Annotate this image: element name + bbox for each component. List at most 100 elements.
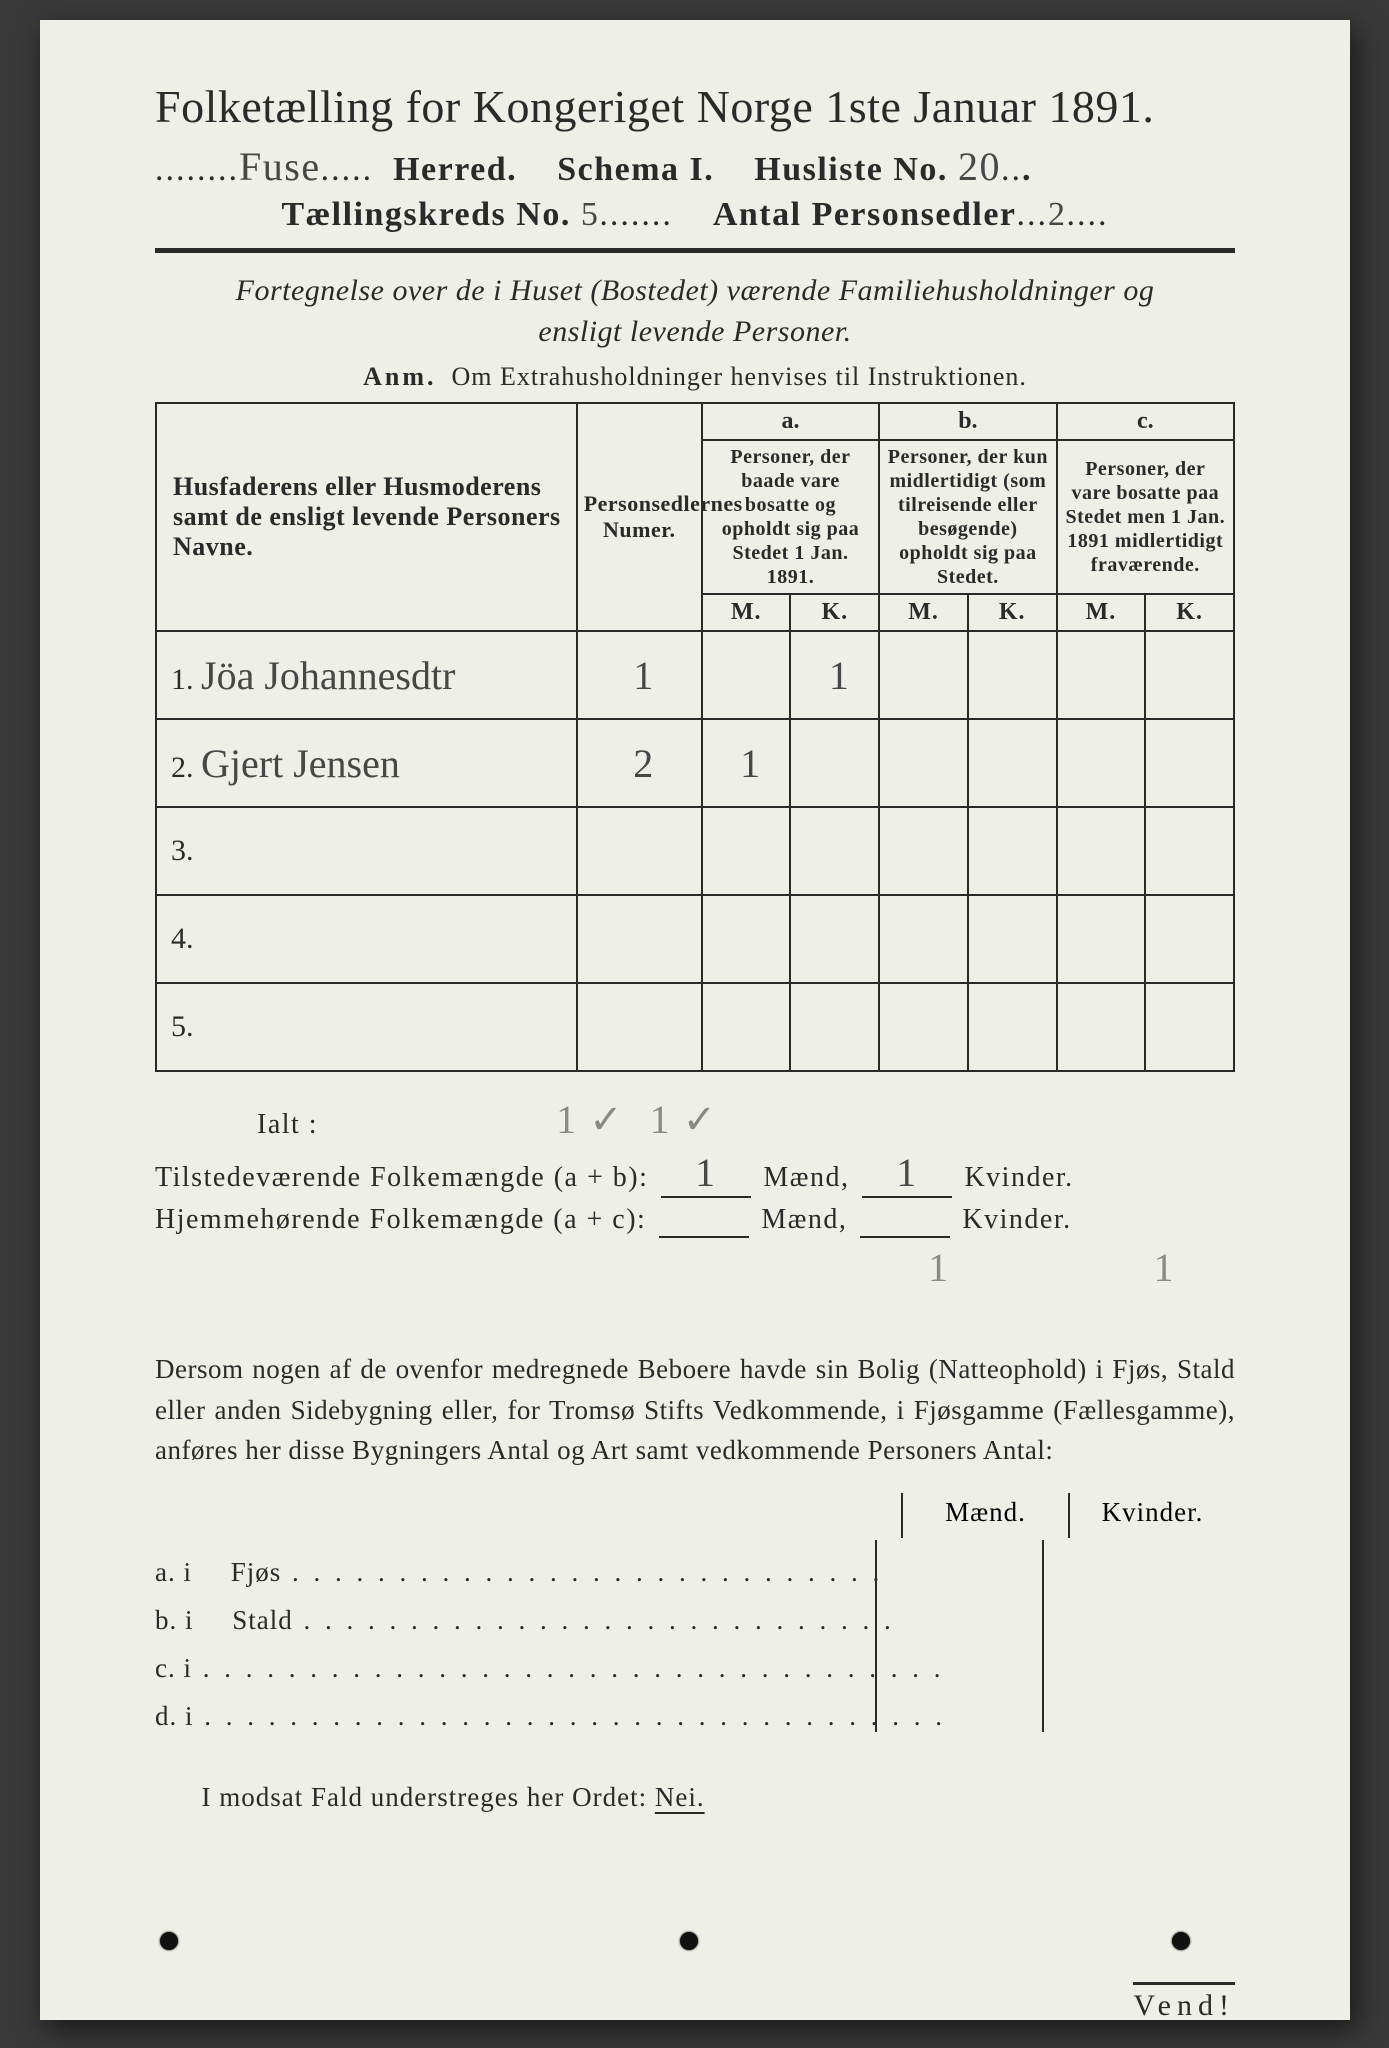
husliste-label: Husliste No. bbox=[754, 151, 948, 188]
bt-k bbox=[1042, 1588, 1209, 1636]
anm-line: Anm. Om Extrahusholdninger henvises til … bbox=[155, 362, 1235, 392]
below-faint-line: 1 1 bbox=[155, 1244, 1235, 1291]
pinhole-icon bbox=[160, 1932, 178, 1950]
row-number: 3. bbox=[171, 834, 194, 867]
cK-cell bbox=[1145, 895, 1234, 983]
aK-cell bbox=[790, 807, 879, 895]
bt-prefix: d. i bbox=[155, 1701, 194, 1731]
ialt-label: Ialt : bbox=[257, 1109, 318, 1140]
aM-cell bbox=[702, 983, 791, 1071]
anm-label: Anm. bbox=[363, 362, 436, 391]
below-faint-2: 1 bbox=[1154, 1244, 1176, 1291]
form-title: Folketælling for Kongeriget Norge 1ste J… bbox=[155, 80, 1235, 133]
aM-cell bbox=[702, 895, 791, 983]
aM-cell bbox=[702, 631, 791, 719]
col-b-text: Personer, der kun midlertidigt (som tilr… bbox=[879, 440, 1056, 594]
cK-cell bbox=[1145, 983, 1234, 1071]
table-header-caps: Husfaderens eller Husmoderens samt de en… bbox=[156, 403, 1234, 440]
name-cell: 5. bbox=[156, 983, 577, 1071]
vend-label: Vend! bbox=[1133, 1982, 1235, 2023]
bt-m bbox=[877, 1540, 1042, 1588]
bM-cell bbox=[879, 719, 968, 807]
dots: .... bbox=[1067, 196, 1109, 233]
bt-label-text: Fjøs bbox=[231, 1557, 282, 1587]
psn-cell bbox=[577, 895, 702, 983]
name-cell: 1. Jöa Johannesdtr bbox=[156, 631, 577, 719]
m-word: Mænd, bbox=[761, 1204, 847, 1235]
paper-sheet: Folketælling for Kongeriget Norge 1ste J… bbox=[40, 20, 1350, 2020]
val-hw: 1 bbox=[740, 740, 760, 787]
col-names-header-text: Husfaderens eller Husmoderens samt de en… bbox=[173, 472, 561, 561]
mk-k: K. bbox=[790, 594, 879, 631]
aK-cell bbox=[790, 719, 879, 807]
dots: . . . . . . . . . . . . . . . . . . . . … bbox=[194, 1701, 947, 1731]
cM-cell bbox=[1057, 895, 1146, 983]
bt-k bbox=[1042, 1636, 1209, 1684]
bK-cell bbox=[968, 719, 1057, 807]
row-number: 1. bbox=[171, 663, 194, 696]
bt-cells bbox=[875, 1588, 1209, 1636]
nei-line: I modsat Fald understreges her Ordet: Ne… bbox=[155, 1782, 1235, 1813]
bt-head-m: Mænd. bbox=[901, 1493, 1068, 1538]
cM-cell bbox=[1057, 807, 1146, 895]
bt-prefix: b. i bbox=[155, 1605, 194, 1635]
table-row: 4. bbox=[156, 895, 1234, 983]
antal-handwritten: 2 bbox=[1048, 196, 1067, 234]
bt-row: a. i Fjøs . . . . . . . . . . . . . . . … bbox=[155, 1540, 1235, 1588]
present-m: 1 bbox=[695, 1149, 717, 1196]
nei-word: Nei. bbox=[655, 1782, 705, 1812]
mk-m: M. bbox=[1057, 594, 1146, 631]
totals-block: Ialt : 1 ✓ 1 ✓ Tilstedeværende Folkemæng… bbox=[155, 1096, 1235, 1291]
bt-prefix: a. i bbox=[155, 1557, 192, 1587]
page: Folketælling for Kongeriget Norge 1ste J… bbox=[0, 0, 1389, 2048]
k-word: Kvinder. bbox=[962, 1204, 1071, 1235]
bt-label: d. i . . . . . . . . . . . . . . . . . .… bbox=[155, 1701, 875, 1732]
row-number: 4. bbox=[171, 922, 194, 955]
bt-row: c. i . . . . . . . . . . . . . . . . . .… bbox=[155, 1636, 1235, 1684]
bt-label: b. i Stald . . . . . . . . . . . . . . .… bbox=[155, 1605, 875, 1636]
bt-label-text: Stald bbox=[232, 1605, 293, 1635]
bM-cell bbox=[879, 983, 968, 1071]
bt-cells bbox=[875, 1636, 1209, 1684]
present-k: 1 bbox=[896, 1149, 918, 1196]
bt-m bbox=[877, 1588, 1042, 1636]
dots: ..... bbox=[321, 151, 374, 188]
anm-text: Om Extrahusholdninger henvises til Instr… bbox=[451, 362, 1026, 391]
cK-cell bbox=[1145, 719, 1234, 807]
present-label: Tilstedeværende Folkemængde (a + b): bbox=[155, 1162, 648, 1193]
k-word: Kvinder. bbox=[964, 1162, 1073, 1193]
bM-cell bbox=[879, 807, 968, 895]
col-names-header: Husfaderens eller Husmoderens samt de en… bbox=[156, 403, 577, 631]
ialt-faint-b: 1 ✓ bbox=[650, 1096, 718, 1143]
aM-cell: 1 bbox=[702, 719, 791, 807]
bt-head-k: Kvinder. bbox=[1068, 1493, 1235, 1538]
below-faint-1: 1 bbox=[928, 1244, 950, 1291]
val-hw: 1 bbox=[829, 652, 849, 699]
col-b-cap: b. bbox=[879, 403, 1056, 440]
dots: . . . . . . . . . . . . . . . . . . . . … bbox=[192, 1653, 945, 1683]
dots: . . . . . . . . . . . . . . . . . . . . … bbox=[281, 1557, 883, 1587]
fortegnelse-subtitle: Fortegnelse over de i Huset (Bostedet) v… bbox=[195, 271, 1195, 352]
row-number: 2. bbox=[171, 751, 194, 784]
bt-cells bbox=[875, 1684, 1209, 1732]
building-paragraph: Dersom nogen af de ovenfor medregnede Be… bbox=[155, 1349, 1235, 1471]
mk-k: K. bbox=[1145, 594, 1234, 631]
dots: .. bbox=[1001, 151, 1022, 188]
divider bbox=[155, 248, 1235, 253]
schema-label: Schema I. bbox=[557, 151, 714, 188]
bt-prefix: c. i bbox=[155, 1653, 192, 1683]
building-type-block: Mænd. Kvinder. a. i Fjøs . . . . . . . .… bbox=[155, 1493, 1235, 1732]
nei-text: I modsat Fald understreges her Ordet: bbox=[202, 1782, 648, 1812]
herred-handwritten: Fuse bbox=[239, 143, 321, 190]
aK-cell bbox=[790, 983, 879, 1071]
dots: ... bbox=[1017, 196, 1049, 233]
kreds-no-handwritten: 5 bbox=[581, 196, 600, 234]
antal-label: Antal Personsedler bbox=[713, 196, 1017, 233]
bM-cell bbox=[879, 895, 968, 983]
resident-label: Hjemmehørende Folkemængde (a + c): bbox=[155, 1204, 646, 1235]
header-line-3: Tællingskreds No. 5....... Antal Persons… bbox=[155, 196, 1235, 234]
dots: ....... bbox=[599, 196, 673, 233]
cM-cell bbox=[1057, 719, 1146, 807]
aK-cell: 1 bbox=[790, 631, 879, 719]
cM-cell bbox=[1057, 631, 1146, 719]
